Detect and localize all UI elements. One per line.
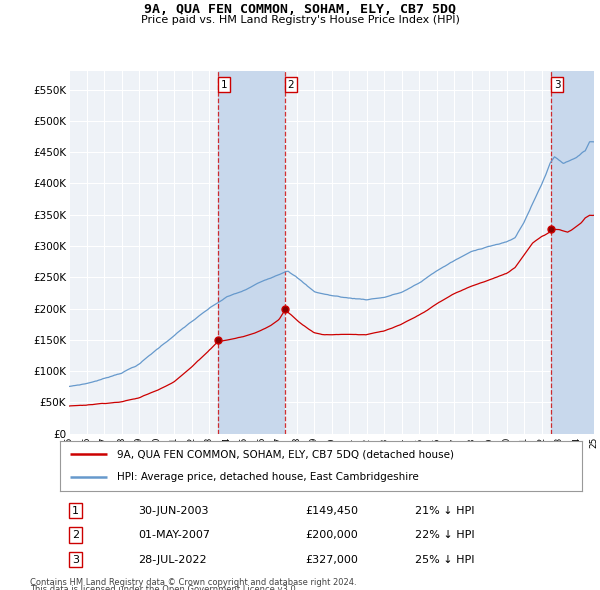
Bar bbox=[218, 71, 285, 434]
Text: £200,000: £200,000 bbox=[305, 530, 358, 540]
Text: £149,450: £149,450 bbox=[305, 506, 358, 516]
Text: 1: 1 bbox=[72, 506, 79, 516]
Text: 9A, QUA FEN COMMON, SOHAM, ELY, CB7 5DQ (detached house): 9A, QUA FEN COMMON, SOHAM, ELY, CB7 5DQ … bbox=[118, 449, 454, 459]
Text: £327,000: £327,000 bbox=[305, 555, 358, 565]
Bar bbox=[551, 71, 594, 434]
Text: 30-JUN-2003: 30-JUN-2003 bbox=[139, 506, 209, 516]
Text: HPI: Average price, detached house, East Cambridgeshire: HPI: Average price, detached house, East… bbox=[118, 473, 419, 483]
Text: 01-MAY-2007: 01-MAY-2007 bbox=[139, 530, 211, 540]
Text: 28-JUL-2022: 28-JUL-2022 bbox=[139, 555, 207, 565]
Text: 21% ↓ HPI: 21% ↓ HPI bbox=[415, 506, 475, 516]
Text: 2: 2 bbox=[287, 80, 294, 90]
Text: 22% ↓ HPI: 22% ↓ HPI bbox=[415, 530, 475, 540]
Text: 25% ↓ HPI: 25% ↓ HPI bbox=[415, 555, 475, 565]
Text: 9A, QUA FEN COMMON, SOHAM, ELY, CB7 5DQ: 9A, QUA FEN COMMON, SOHAM, ELY, CB7 5DQ bbox=[144, 3, 456, 16]
Text: 3: 3 bbox=[554, 80, 561, 90]
Text: 1: 1 bbox=[220, 80, 227, 90]
Text: 3: 3 bbox=[72, 555, 79, 565]
Text: 2: 2 bbox=[72, 530, 79, 540]
Text: This data is licensed under the Open Government Licence v3.0.: This data is licensed under the Open Gov… bbox=[30, 585, 298, 590]
Text: Contains HM Land Registry data © Crown copyright and database right 2024.: Contains HM Land Registry data © Crown c… bbox=[30, 578, 356, 587]
Text: Price paid vs. HM Land Registry's House Price Index (HPI): Price paid vs. HM Land Registry's House … bbox=[140, 15, 460, 25]
